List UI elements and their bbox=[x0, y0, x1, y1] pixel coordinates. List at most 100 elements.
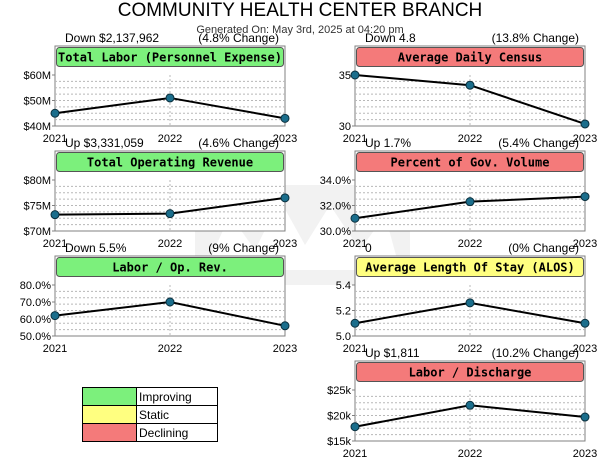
y-tick-label: 80.0% bbox=[20, 280, 51, 292]
chart-total-labor-personnel-expense: Down $2,137,962 (4.8% Change) Total Labor … bbox=[23, 31, 297, 145]
legend-swatch-improving bbox=[82, 387, 137, 406]
y-tick-label: $60M bbox=[23, 70, 51, 82]
data-point-2022 bbox=[465, 80, 475, 90]
change-amount: Up 1.7% bbox=[365, 136, 411, 150]
data-point-2022 bbox=[165, 297, 175, 307]
chart-labor-discharge: Up $1,811 (10.2% Change) Labor / Discharge… bbox=[327, 346, 597, 460]
data-point-2023 bbox=[280, 321, 290, 331]
status-banner-improving bbox=[56, 257, 284, 277]
data-point-2021 bbox=[350, 422, 360, 432]
data-point-2023 bbox=[580, 412, 590, 422]
x-tick-label: 2021 bbox=[343, 448, 367, 460]
data-point-2023 bbox=[280, 193, 290, 203]
y-tick-label: 60.0% bbox=[20, 314, 51, 326]
data-point-2022 bbox=[465, 400, 475, 410]
change-percent: (9% Change) bbox=[208, 241, 279, 255]
data-point-2022 bbox=[165, 209, 175, 219]
data-point-2023 bbox=[580, 192, 590, 202]
y-tick-label: 5.0 bbox=[336, 331, 351, 343]
data-point-2023 bbox=[280, 113, 290, 123]
change-amount: Down 5.5% bbox=[65, 241, 127, 255]
status-banner-static bbox=[356, 257, 584, 277]
chart-title: Percent of Gov. Volume bbox=[391, 156, 550, 170]
data-point-2023 bbox=[580, 318, 590, 328]
x-tick-label: 2021 bbox=[43, 238, 67, 250]
chart-labor-op-rev: Down 5.5% (9% Change) Labor / Op. Rev. 50.0… bbox=[20, 241, 297, 355]
change-percent: (13.8% Change) bbox=[492, 31, 579, 45]
status-banner-declining bbox=[356, 47, 584, 67]
legend-row-declining: Declining bbox=[82, 423, 218, 442]
y-tick-label: $40M bbox=[23, 121, 51, 133]
y-tick-label: 30.0% bbox=[320, 226, 351, 238]
generated-timestamp: Generated On: May 3rd, 2025 at 04:20 pm bbox=[196, 24, 404, 36]
change-amount: Up $3,331,059 bbox=[65, 136, 144, 150]
legend-swatch-declining bbox=[82, 423, 137, 442]
legend-label: Improving bbox=[136, 387, 218, 406]
chart-title: Labor / Op. Rev. bbox=[112, 261, 228, 275]
change-amount: Down $2,137,962 bbox=[65, 31, 159, 45]
change-percent: (5.4% Change) bbox=[498, 136, 579, 150]
y-tick-label: 35 bbox=[339, 70, 351, 82]
data-point-2021 bbox=[50, 108, 60, 118]
legend-label: Declining bbox=[136, 423, 218, 442]
y-tick-label: 50.0% bbox=[20, 331, 51, 343]
data-point-2022 bbox=[165, 93, 175, 103]
x-tick-label: 2023 bbox=[573, 343, 597, 355]
x-tick-label: 2021 bbox=[43, 133, 67, 145]
x-tick-label: 2023 bbox=[573, 238, 597, 250]
status-banner-improving bbox=[56, 47, 284, 67]
chart-title: Total Operating Revenue bbox=[87, 156, 253, 170]
y-tick-label: $50M bbox=[23, 96, 51, 108]
data-point-2021 bbox=[50, 311, 60, 321]
y-tick-label: $75M bbox=[23, 201, 51, 213]
legend-row-improving: Improving bbox=[82, 387, 218, 406]
page-title: COMMUNITY HEALTH CENTER BRANCH bbox=[117, 0, 483, 21]
x-tick-label: 2021 bbox=[343, 133, 367, 145]
x-tick-label: 2023 bbox=[273, 238, 297, 250]
x-tick-label: 2021 bbox=[343, 238, 367, 250]
x-tick-label: 2022 bbox=[158, 133, 182, 145]
legend-swatch-static bbox=[82, 405, 137, 424]
y-tick-label: $15k bbox=[327, 436, 351, 448]
change-percent: (4.8% Change) bbox=[198, 31, 279, 45]
change-amount: Down 4.8 bbox=[365, 31, 416, 45]
x-tick-label: 2023 bbox=[273, 343, 297, 355]
change-percent: (0% Change) bbox=[508, 241, 579, 255]
chart-title: Average Daily Census bbox=[398, 51, 543, 65]
status-banner-improving bbox=[56, 152, 284, 172]
x-tick-label: 2023 bbox=[273, 133, 297, 145]
chart-average-daily-census: Down 4.8 (13.8% Change) Average Daily Cens… bbox=[339, 31, 597, 145]
status-legend: Improving Static Declining bbox=[82, 387, 218, 442]
chart-title: Total Labor (Personnel Expense) bbox=[58, 51, 282, 65]
data-point-2021 bbox=[350, 70, 360, 80]
change-amount: Up $1,811 bbox=[365, 346, 420, 360]
y-tick-label: 5.4 bbox=[336, 280, 351, 292]
x-tick-label: 2023 bbox=[573, 448, 597, 460]
change-amount: 0 bbox=[365, 241, 372, 255]
chart-total-operating-revenue: Up $3,331,059 (4.6% Change) Total Operatin… bbox=[23, 136, 297, 250]
legend-row-static: Static bbox=[82, 405, 218, 424]
change-percent: (10.2% Change) bbox=[492, 346, 579, 360]
y-tick-label: 34.0% bbox=[320, 175, 351, 187]
data-point-2021 bbox=[350, 213, 360, 223]
data-point-2022 bbox=[465, 197, 475, 207]
data-point-2022 bbox=[465, 298, 475, 308]
x-tick-label: 2022 bbox=[458, 343, 482, 355]
y-tick-label: 5.2 bbox=[336, 306, 351, 318]
chart-average-length-of-stay-alos: 0 (0% Change) Average Length Of Stay (ALOS… bbox=[336, 241, 598, 355]
y-tick-label: $20k bbox=[327, 411, 351, 423]
status-banner-declining bbox=[356, 152, 584, 172]
legend-label: Static bbox=[136, 405, 218, 424]
data-point-2021 bbox=[50, 210, 60, 220]
y-tick-label: 70.0% bbox=[20, 297, 51, 309]
x-tick-label: 2022 bbox=[458, 448, 482, 460]
x-tick-label: 2022 bbox=[158, 343, 182, 355]
x-tick-label: 2022 bbox=[458, 133, 482, 145]
chart-title: Average Length Of Stay (ALOS) bbox=[365, 261, 575, 275]
x-tick-label: 2021 bbox=[343, 343, 367, 355]
y-tick-label: $25k bbox=[327, 385, 351, 397]
y-tick-label: 32.0% bbox=[320, 201, 351, 213]
data-point-2021 bbox=[350, 318, 360, 328]
y-tick-label: $70M bbox=[23, 226, 51, 238]
